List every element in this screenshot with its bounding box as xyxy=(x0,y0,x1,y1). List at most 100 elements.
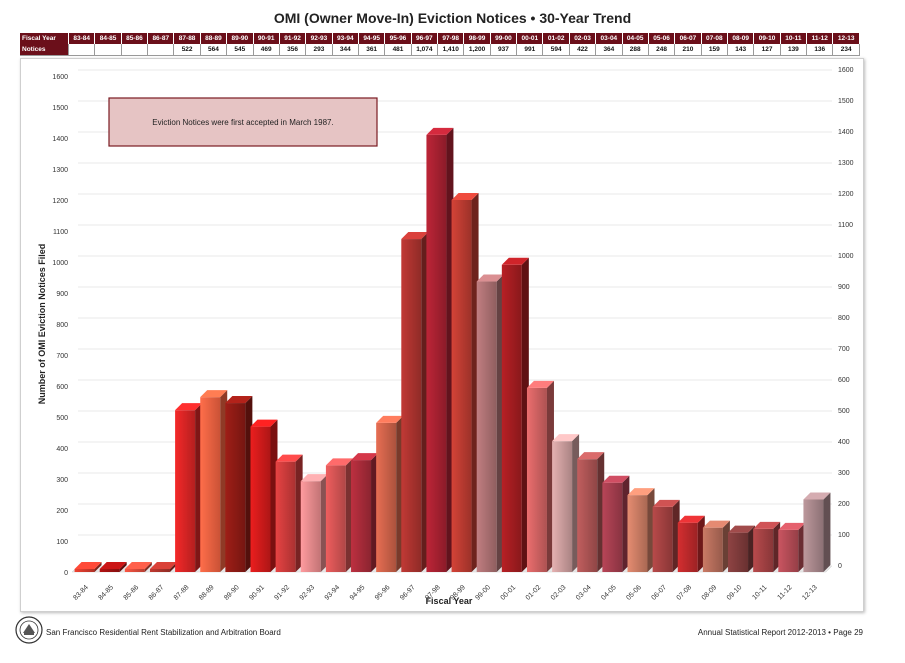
bar-top xyxy=(124,562,152,569)
table-cell-notices: 364 xyxy=(595,44,623,56)
bar-top xyxy=(376,415,404,423)
bar-top xyxy=(250,419,278,427)
bar-top xyxy=(149,562,177,569)
x-tick-label: 91-92 xyxy=(273,584,291,602)
table-cell-notices: 136 xyxy=(806,44,834,56)
x-tick-label: 99-00 xyxy=(475,584,493,602)
table-cell-notices: 1,200 xyxy=(463,44,491,56)
x-tick-label: 86-87 xyxy=(148,584,166,602)
bar xyxy=(124,569,145,572)
bar-top xyxy=(351,453,379,461)
table-cell-notices: 594 xyxy=(542,44,570,56)
table-cell-notices: 522 xyxy=(173,44,201,56)
table-header-year: 85-86 xyxy=(121,33,149,44)
bar xyxy=(728,532,749,572)
y-tick-label-left: 300 xyxy=(56,477,68,484)
table-header-year: 99-00 xyxy=(490,33,518,44)
bar xyxy=(627,495,648,572)
y-tick-label-right: 0 xyxy=(838,563,842,570)
table-cell-notices: 361 xyxy=(358,44,386,56)
bar-top xyxy=(702,520,730,528)
table-cell-notices: 248 xyxy=(648,44,676,56)
bar xyxy=(753,528,774,572)
x-tick-label: 11-12 xyxy=(776,584,793,601)
x-tick-label: 09-10 xyxy=(726,584,744,602)
table-header-year: 07-08 xyxy=(701,33,728,44)
y-tick-label-left: 100 xyxy=(56,539,68,546)
y-tick-label-left: 1500 xyxy=(52,105,68,112)
table-cell-notices: 159 xyxy=(701,44,728,56)
table-header-year: 88-89 xyxy=(200,33,228,44)
city-seal-icon xyxy=(15,616,43,644)
bar-side xyxy=(119,562,127,572)
annotation-text: Eviction Notices were first accepted in … xyxy=(152,118,333,127)
table-cell-notices xyxy=(94,44,122,56)
bar xyxy=(74,569,95,572)
y-tick-label-left: 800 xyxy=(56,322,68,329)
bar-side xyxy=(823,492,831,572)
x-tick-label: 08-09 xyxy=(701,584,719,602)
x-tick-label: 95-96 xyxy=(374,584,392,602)
table-header-year: 87-88 xyxy=(173,33,201,44)
table-cell-notices: 143 xyxy=(727,44,755,56)
y-tick-label-right: 800 xyxy=(838,315,850,322)
bar-top xyxy=(803,492,831,500)
y-tick-label-left: 200 xyxy=(56,508,68,515)
table-header-year: 86-87 xyxy=(147,33,175,44)
x-tick-label: 04-05 xyxy=(600,584,618,602)
y-tick-label-left: 400 xyxy=(56,446,68,453)
bar-top xyxy=(728,525,756,533)
table-cell-notices xyxy=(121,44,149,56)
x-tick-label: 05-06 xyxy=(625,584,643,602)
bar xyxy=(376,422,397,572)
footer-page-info: Annual Statistical Report 2012-2013 • Pa… xyxy=(697,628,863,637)
table-cell-notices: 139 xyxy=(780,44,808,56)
bar-top xyxy=(200,390,228,398)
table-header-year: 91-92 xyxy=(279,33,307,44)
table-cell-notices: 564 xyxy=(200,44,228,56)
table-cell-notices: 481 xyxy=(384,44,412,56)
bar-top xyxy=(501,257,529,265)
footer-organization: San Francisco Residential Rent Stabiliza… xyxy=(46,628,281,637)
table-cell-notices: 234 xyxy=(832,44,860,56)
bar-top xyxy=(275,454,303,462)
table-header-year: 05-06 xyxy=(648,33,676,44)
page-title: OMI (Owner Move-In) Eviction Notices • 3… xyxy=(273,10,632,26)
table-cell-notices: 469 xyxy=(253,44,280,56)
table-cell-notices: 545 xyxy=(226,44,254,56)
bar-top xyxy=(627,488,655,496)
x-tick-label: 10-11 xyxy=(751,584,768,601)
x-tick-label: 85-86 xyxy=(123,584,141,602)
table-header-year: 04-05 xyxy=(622,33,649,44)
x-tick-label: 06-07 xyxy=(650,584,668,602)
summary-table: Fiscal Year 83-84 84-85 85-86 86-87 87-88 88-… xyxy=(20,33,860,57)
bar xyxy=(451,200,472,572)
x-tick-label: 94-95 xyxy=(349,584,367,602)
bar xyxy=(501,264,522,572)
table-header-year: 92-93 xyxy=(305,33,333,44)
table-cell-notices: 991 xyxy=(516,44,544,56)
bar xyxy=(175,410,196,572)
x-tick-label: 93-94 xyxy=(324,584,342,602)
bar-top xyxy=(577,452,605,460)
y-tick-label-right: 1400 xyxy=(838,129,854,136)
y-tick-label-right: 1100 xyxy=(838,222,853,229)
y-tick-label-right: 400 xyxy=(838,439,850,446)
bar-top xyxy=(426,127,454,135)
table-cell-notices: 937 xyxy=(490,44,518,56)
x-tick-label: 01-02 xyxy=(525,584,543,602)
x-tick-label: 96-97 xyxy=(399,584,417,602)
y-tick-label-left: 1400 xyxy=(52,136,68,143)
table-header-year: 90-91 xyxy=(253,33,280,44)
x-tick-label: 83-84 xyxy=(72,584,90,602)
table-header-year: 93-94 xyxy=(332,33,359,44)
bar xyxy=(702,527,723,572)
y-tick-label-left: 1200 xyxy=(52,198,68,205)
bar xyxy=(677,522,698,572)
table-cell-notices xyxy=(68,44,96,56)
bar-top xyxy=(602,475,630,483)
x-tick-label: 92-93 xyxy=(299,584,317,602)
table-cell-notices: 356 xyxy=(279,44,307,56)
bar xyxy=(99,569,120,572)
